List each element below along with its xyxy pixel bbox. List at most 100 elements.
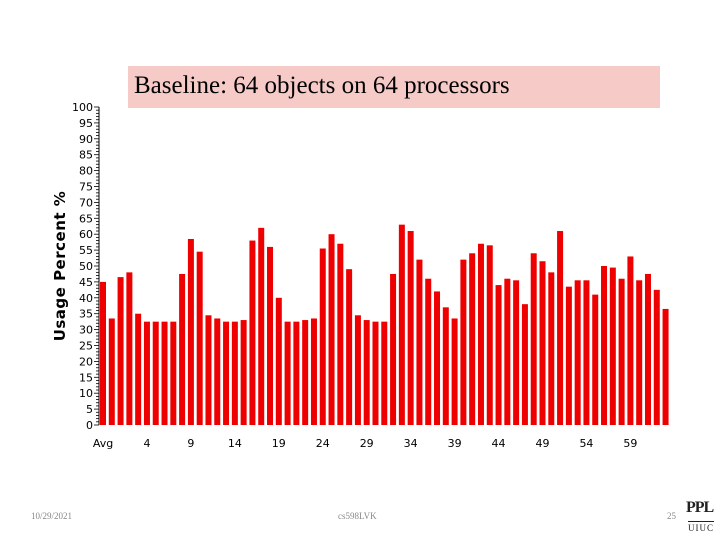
bar-57: [609, 267, 616, 425]
bar-63: [662, 308, 669, 425]
ppl-logo: PPL UIUC: [686, 499, 720, 537]
y-tick-label: 55: [79, 244, 93, 257]
y-tick-label: 10: [79, 387, 93, 400]
chart-title: Baseline: 64 objects on 64 processors: [134, 72, 510, 99]
bar-42: [477, 243, 484, 425]
x-tick-label: 19: [272, 437, 286, 450]
bar-5: [152, 321, 159, 425]
x-tick-label: 54: [579, 437, 593, 450]
bar-7: [170, 321, 177, 425]
x-tick-label: 59: [623, 437, 637, 450]
bar-55: [592, 294, 599, 425]
y-tick-label: 70: [79, 196, 93, 209]
y-tick-label: 80: [79, 165, 93, 178]
footer-date: 10/29/2021: [31, 511, 73, 521]
bar-1: [117, 277, 124, 425]
y-tick-label: 85: [79, 149, 93, 162]
x-tick-label: 44: [492, 437, 506, 450]
bars: [100, 224, 669, 425]
bar-45: [504, 278, 511, 425]
bar-33: [398, 224, 405, 425]
x-axis: Avg 4 9 14 19 24 29 34 39 44 49 54 59: [93, 437, 638, 450]
bar-35: [416, 259, 423, 425]
bar-41: [469, 253, 476, 425]
bar-17: [258, 227, 265, 425]
bar-10: [196, 251, 203, 425]
y-tick-label: 45: [79, 276, 93, 289]
y-tick-label: 90: [79, 133, 93, 146]
y-tick-label: 60: [79, 228, 93, 241]
bar-22: [302, 320, 309, 425]
bar-avg: [100, 281, 106, 425]
bar-8: [179, 273, 186, 425]
bar-15: [240, 320, 247, 425]
bar-11: [205, 315, 212, 425]
bar-13: [223, 321, 230, 425]
bar-44: [495, 285, 502, 425]
bar-26: [337, 243, 344, 425]
bar-49: [539, 261, 546, 425]
page-number: 25: [667, 511, 676, 521]
bar-40: [460, 259, 467, 425]
bar-48: [530, 253, 537, 425]
bar-9: [187, 238, 194, 425]
bar-30: [372, 321, 379, 425]
bar-54: [583, 280, 590, 425]
y-tick-label: 40: [79, 292, 93, 305]
y-tick-label: 5: [86, 403, 93, 416]
x-tick-label: Avg: [93, 437, 113, 450]
y-tick-label: 95: [79, 117, 93, 130]
y-tick-label: 65: [79, 212, 93, 225]
bar-14: [231, 321, 238, 425]
bar-50: [548, 272, 555, 425]
bar-2: [126, 272, 133, 425]
bar-6: [161, 321, 168, 425]
y-tick-label: 75: [79, 181, 93, 194]
y-tick-label: 35: [79, 308, 93, 321]
y-tick-label: 50: [79, 260, 93, 273]
bar-0: [108, 318, 115, 425]
x-tick-label: 14: [228, 437, 242, 450]
bar-32: [390, 273, 397, 425]
x-tick-label: 49: [536, 437, 550, 450]
bar-58: [618, 278, 625, 425]
bar-23: [310, 318, 317, 425]
x-tick-label: 4: [143, 437, 150, 450]
y-tick-label: 0: [86, 419, 93, 432]
bar-19: [275, 297, 282, 425]
bar-47: [521, 304, 528, 425]
x-tick-label: 39: [448, 437, 462, 450]
bar-29: [363, 320, 370, 425]
bar-18: [267, 246, 274, 425]
y-tick-label: 15: [79, 371, 93, 384]
bar-27: [346, 269, 353, 425]
logo-text-top: PPL: [686, 499, 714, 516]
y-tick-label: 20: [79, 355, 93, 368]
bar-21: [293, 321, 300, 425]
bar-34: [407, 231, 414, 425]
bar-25: [328, 234, 335, 425]
bar-37: [434, 291, 441, 425]
bar-38: [442, 307, 449, 425]
x-tick-label: 24: [316, 437, 330, 450]
bar-43: [486, 245, 493, 425]
bar-51: [557, 231, 564, 425]
bar-16: [249, 240, 256, 425]
x-tick-label: 34: [404, 437, 418, 450]
footer-course: cs598LVK: [338, 511, 377, 521]
bar-20: [284, 321, 291, 425]
bar-28: [354, 315, 361, 425]
bar-3: [135, 313, 142, 425]
bar-36: [425, 278, 432, 425]
logo-text-bottom: UIUC: [688, 521, 714, 533]
y-axis: 0 5 10 15 20 25 30 35 40 45 50 55 60 65 70 75 80 85 90 95 10…: [72, 101, 100, 432]
bar-52: [565, 286, 572, 425]
bar-56: [601, 266, 608, 425]
bar-12: [214, 318, 221, 425]
y-tick-label: 100: [72, 101, 93, 114]
bar-31: [381, 321, 388, 425]
bar-39: [451, 318, 458, 425]
y-tick-label: 25: [79, 340, 93, 353]
bar-60: [636, 280, 643, 425]
